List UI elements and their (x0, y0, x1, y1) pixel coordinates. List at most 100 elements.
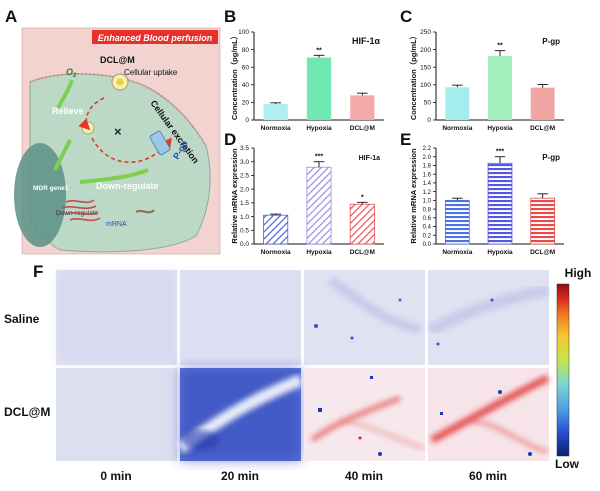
row-label-dclm: DCL@M (4, 405, 50, 419)
category-label: Normoxia (261, 125, 291, 132)
panel-letter-e: E (400, 130, 411, 149)
y-tick-label: 20 (242, 100, 250, 107)
image-dclm-60min (428, 368, 550, 461)
down-regulate-label: Down-regulate (96, 181, 159, 191)
y-tick-label: 0.2 (423, 233, 432, 239)
y-tick-label: 1.5 (240, 200, 249, 207)
o2-label: O2 (66, 67, 77, 79)
panel-letter-b: B (224, 7, 236, 26)
mrna-label: mRNA (106, 221, 127, 228)
category-label: DCL@M (530, 249, 555, 256)
image-dclm-20min (176, 368, 304, 461)
y-tick-label: 1.4 (423, 181, 432, 187)
bar-normoxia (445, 87, 470, 120)
y-tick-label: 0.0 (240, 241, 249, 248)
mdr-gene-label: MDR gene1 (33, 185, 69, 192)
y-tick-label: 1.8 (423, 164, 432, 170)
image-dclm-40min (304, 368, 425, 461)
category-label: DCL@M (530, 125, 555, 132)
banner-text: Enhanced Blood perfusion (98, 33, 213, 43)
colorbar (556, 283, 570, 457)
y-tick-label: 1.0 (423, 199, 432, 205)
panel-letter-a: A (5, 7, 17, 26)
chart-title: HIF-1a (359, 155, 381, 162)
significance-mark: * (361, 194, 364, 201)
y-tick-label: 0.0 (423, 242, 432, 248)
panel-letter-d: D (224, 130, 236, 149)
banner-box (92, 30, 218, 44)
bar-dcl-m (350, 95, 375, 120)
y-tick-label: 100 (420, 82, 431, 89)
y-tick-label: 2.5 (240, 173, 249, 180)
y-tick-label: 0.5 (240, 227, 249, 234)
y-tick-label: 100 (238, 29, 249, 36)
category-label: Hypoxia (306, 249, 332, 256)
significance-mark: *** (315, 154, 323, 161)
category-label: Normoxia (442, 125, 472, 132)
y-tick-label: 200 (420, 47, 431, 54)
mitochondrion (135, 209, 155, 214)
chart-title: P-gp (542, 37, 560, 46)
y-axis-label: Relative mRNA expression (230, 148, 239, 244)
bar-dcl-m (530, 197, 556, 245)
image-dclm-0min (56, 368, 177, 461)
y-tick-label: 2.0 (423, 155, 432, 161)
perfusion-grid (56, 270, 550, 461)
image-saline-20min (180, 270, 301, 365)
panel-letter-c: C (400, 7, 412, 26)
col-label-20min: 20 min (221, 469, 259, 483)
y-tick-label: 3.5 (240, 145, 249, 152)
category-label: DCL@M (350, 249, 375, 256)
category-label: Hypoxia (487, 125, 513, 132)
image-saline-60min (427, 270, 550, 365)
colorbar-low-label: Low (555, 457, 580, 471)
category-label: Normoxia (442, 249, 472, 256)
nucleus (14, 143, 66, 247)
y-tick-label: 3.0 (240, 159, 249, 166)
y-tick-label: 80 (242, 47, 250, 54)
category-label: DCL@M (350, 125, 375, 132)
bar-hypoxia (306, 57, 332, 120)
y-tick-label: 40 (242, 82, 250, 89)
col-label-0min: 0 min (100, 469, 131, 483)
y-tick-label: 60 (242, 64, 250, 71)
chart-title: P-gp (542, 153, 560, 162)
image-saline-0min (56, 270, 177, 365)
membrane (29, 72, 207, 147)
category-label: Hypoxia (487, 249, 513, 256)
y-axis-label: Concentration（pg/mL） (229, 32, 239, 120)
category-label: Hypoxia (306, 125, 332, 132)
y-tick-label: 50 (424, 100, 432, 107)
y-tick-label: 1.0 (240, 214, 249, 221)
bar-normoxia (263, 104, 288, 120)
significance-mark: ** (316, 47, 322, 54)
block-mark: × (114, 124, 122, 139)
y-tick-label: 1.6 (423, 172, 432, 178)
bar-hypoxia (487, 162, 513, 245)
er-structure (61, 199, 101, 222)
bar-normoxia (263, 214, 289, 245)
pgp-pump (149, 130, 171, 156)
y-axis-label: Relative mRNA expression (409, 148, 418, 244)
relieve-label: Relieve (52, 106, 84, 116)
significance-mark: *** (496, 149, 504, 156)
chart-title: HIF-1α (352, 36, 381, 46)
schematic-panel: A Enhanced Blood perfusion DCL@M Cellula… (5, 7, 221, 255)
y-tick-label: 2.2 (423, 146, 432, 152)
dclm-label: DCL@M (100, 55, 135, 65)
col-label-40min: 40 min (345, 469, 383, 483)
y-tick-label: 150 (420, 64, 431, 71)
y-tick-label: 0 (245, 117, 249, 124)
col-label-60min: 60 min (469, 469, 507, 483)
y-tick-label: 0.4 (423, 225, 432, 231)
y-tick-label: 250 (420, 29, 431, 36)
cellular-uptake-label: Cellular uptake (124, 68, 178, 77)
relieve-arrow (53, 139, 72, 171)
uptake-arrow (78, 97, 105, 131)
y-axis-label: Concentration（pg/mL） (408, 32, 418, 120)
bar-hypoxia (488, 55, 512, 120)
